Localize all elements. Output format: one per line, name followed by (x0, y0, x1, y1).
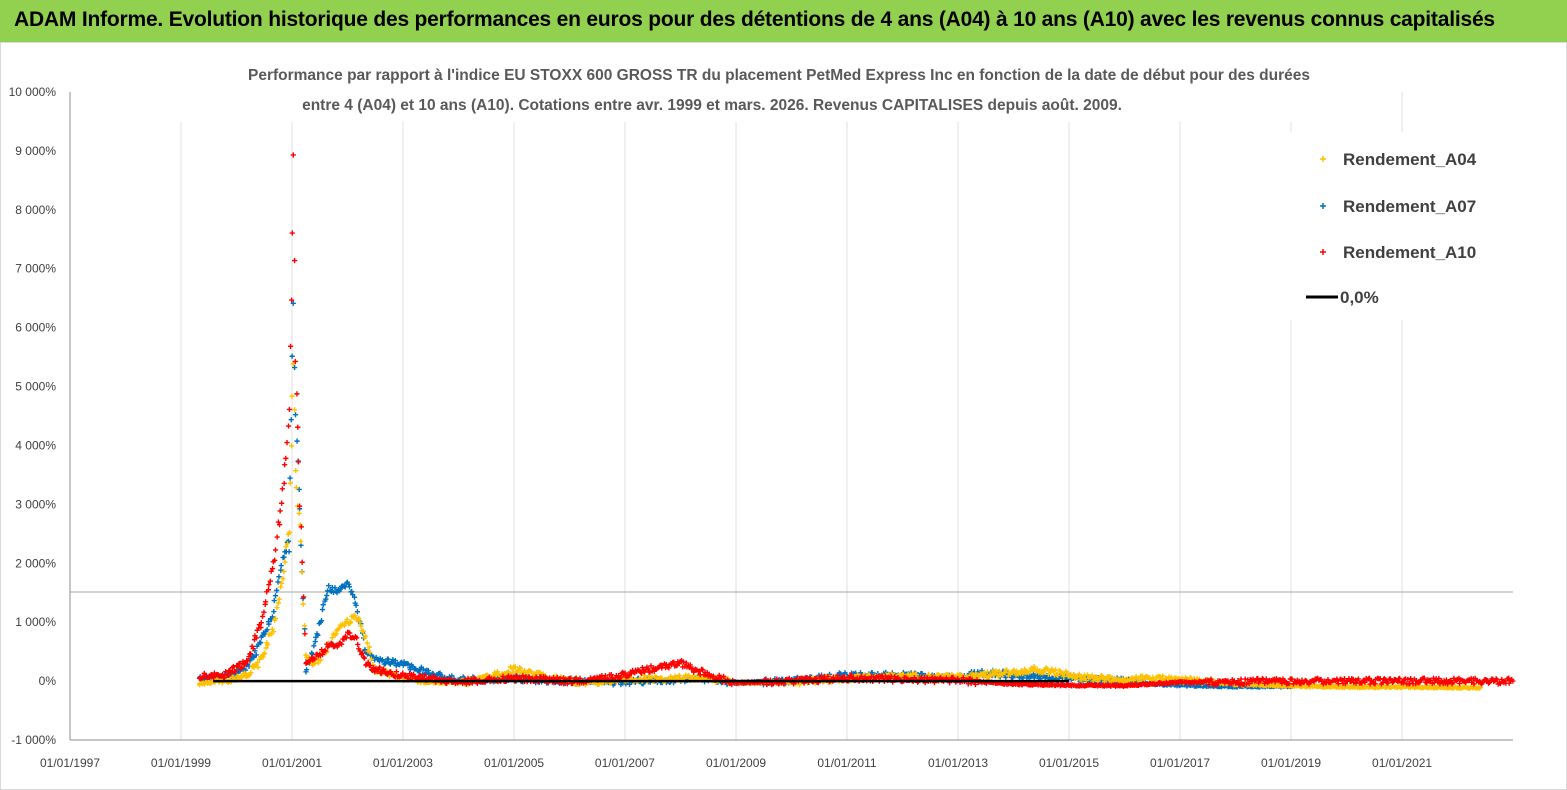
performance-chart: 01/01/1997 01/01/1999 01/01/2001 01/01/2003… (0, 42, 1567, 790)
x-tick-label: 01/01/2015 (1039, 756, 1099, 770)
title-banner: ADAM Informe. Evolution historique des p… (0, 0, 1567, 42)
legend-label: Rendement_A07 (1343, 197, 1476, 216)
axes: 01/01/1997 01/01/1999 01/01/2001 01/01/2003… (9, 85, 1513, 770)
page-title: ADAM Informe. Evolution historique des p… (14, 8, 1495, 31)
legend-marker (1320, 203, 1326, 209)
x-tick-label: 01/01/1999 (151, 756, 211, 770)
y-tick-label: 10 000% (9, 85, 57, 99)
x-tick-label: 01/01/2013 (928, 756, 988, 770)
legend-label: 0,0% (1340, 288, 1379, 307)
y-tick-label: 3 000% (15, 497, 56, 511)
x-tick-label: 01/01/2021 (1372, 756, 1432, 770)
x-tick-label: 01/01/2005 (484, 756, 544, 770)
y-tick-label: -1 000% (11, 733, 56, 747)
y-tick-label: 7 000% (15, 262, 56, 276)
x-tick-label: 01/01/1997 (40, 756, 100, 770)
y-tick-label: 1 000% (15, 615, 56, 629)
chart-title-line-2: entre 4 (A04) et 10 ans (A10). Cotations… (302, 97, 1122, 114)
x-tick-label: 01/01/2003 (373, 756, 433, 770)
legend-label: Rendement_A10 (1343, 243, 1476, 262)
legend-marker (1320, 249, 1326, 255)
x-tick-label: 01/01/2007 (595, 756, 655, 770)
y-tick-label: 4 000% (15, 438, 56, 452)
y-tick-label: 5 000% (15, 380, 56, 394)
x-tick-label: 01/01/2017 (1150, 756, 1210, 770)
x-tick-label: 01/01/2009 (706, 756, 766, 770)
y-tick-label: 0% (39, 674, 57, 688)
y-tick-label: 9 000% (15, 144, 56, 158)
series (196, 152, 1516, 691)
title-background (170, 60, 1398, 122)
chart-title-line-1: Performance par rapport à l'indice EU ST… (248, 67, 1310, 84)
x-tick-label: 01/01/2011 (817, 756, 876, 770)
y-tick-label: 6 000% (15, 321, 56, 335)
legend: Rendement_A04 Rendement_A07 Rendement_A10 0… (1288, 132, 1510, 320)
x-tick-label: 01/01/2019 (1261, 756, 1321, 770)
y-tick-label: 2 000% (15, 556, 56, 570)
y-tick-label: 8 000% (15, 203, 56, 217)
legend-box (1288, 132, 1510, 320)
x-tick-label: 01/01/2001 (262, 756, 322, 770)
legend-marker (1320, 156, 1326, 162)
legend-label: Rendement_A04 (1343, 150, 1477, 169)
